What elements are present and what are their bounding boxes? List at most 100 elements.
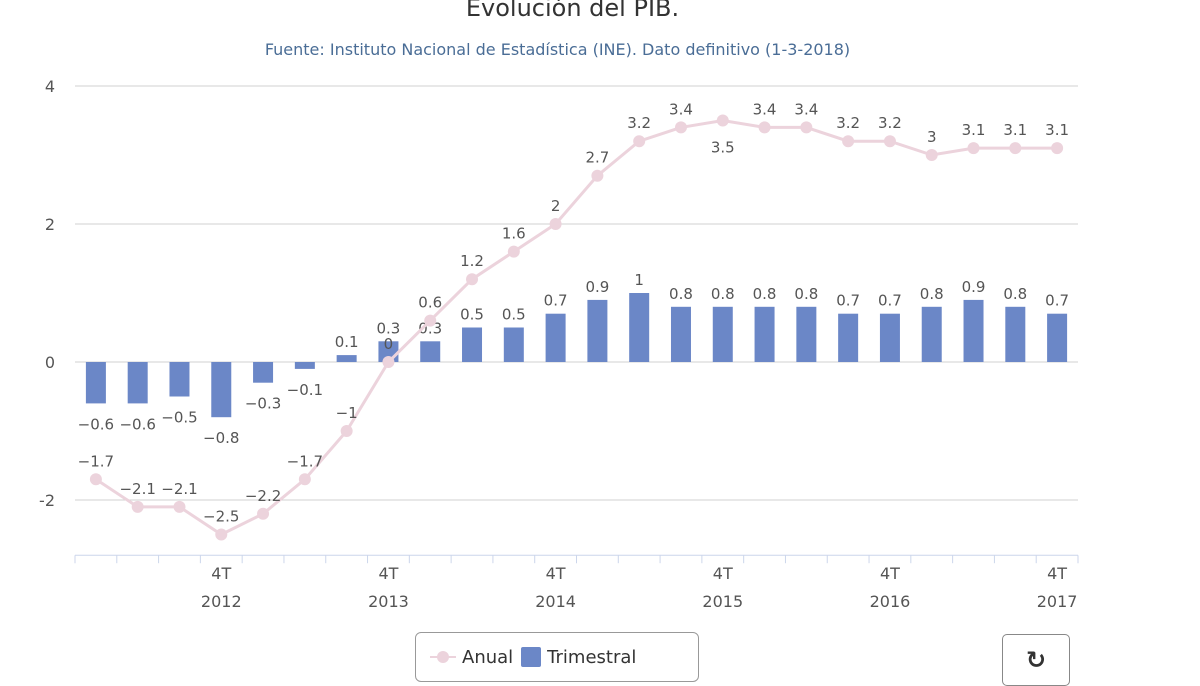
line-data-label: −1.7 [78, 452, 114, 470]
bar-data-label: 0.9 [962, 278, 986, 296]
line-data-label: −2.1 [161, 480, 197, 498]
bar-data-label: 0.7 [878, 292, 902, 310]
y-tick-label: 4 [45, 77, 55, 96]
bar-trimestral [921, 306, 942, 362]
bar-data-label: 0.3 [377, 319, 401, 337]
line-data-label: 3.4 [794, 100, 818, 118]
refresh-button[interactable]: ↻ [1002, 634, 1070, 686]
bar-trimestral [879, 313, 900, 362]
line-data-label: 3.2 [836, 114, 860, 132]
bar-trimestral [503, 327, 524, 362]
point-anual [215, 528, 228, 541]
bar-trimestral [796, 306, 817, 362]
point-anual [340, 425, 353, 437]
bar-trimestral [211, 362, 232, 418]
line-data-label: 3.2 [878, 114, 902, 132]
bar-data-label: −0.8 [203, 429, 239, 447]
bar-data-label: 0.7 [836, 292, 860, 310]
line-data-label: 0 [384, 335, 394, 353]
bar-data-label: −0.6 [78, 415, 114, 433]
x-tick-label: 4T [880, 564, 900, 583]
line-data-label: 3.1 [1003, 121, 1027, 139]
line-data-label: 3.1 [962, 121, 986, 139]
x-tick-label: 4T [1047, 564, 1067, 583]
bar-trimestral [587, 299, 608, 362]
bar-trimestral [85, 362, 106, 404]
bar-data-label: 0.5 [502, 306, 526, 324]
point-anual [591, 169, 604, 182]
bar-data-label: 0.8 [920, 285, 944, 303]
y-tick-label: 2 [45, 215, 55, 234]
x-tick-label: 2015 [702, 592, 743, 611]
bar-trimestral [754, 306, 775, 362]
line-data-label: 3.1 [1045, 121, 1069, 139]
x-tick-label: 4T [713, 564, 733, 583]
bar-trimestral [462, 327, 483, 362]
line-marker-icon [430, 651, 456, 663]
legend-label: Trimestral [547, 646, 637, 668]
line-data-label: −2.1 [119, 480, 155, 498]
x-tick-label: 2012 [201, 592, 242, 611]
bar-data-label: 0.7 [1045, 292, 1069, 310]
chart-title: Evolución del PIB. [465, 0, 680, 22]
point-anual [257, 507, 270, 520]
y-tick-label: 0 [45, 353, 55, 372]
bar-trimestral [127, 362, 148, 404]
legend: Anual Trimestral [415, 632, 699, 682]
bar-trimestral [670, 306, 691, 362]
point-anual [424, 314, 437, 327]
point-anual [758, 121, 771, 134]
point-anual [1051, 142, 1064, 155]
bar-data-label: 0.8 [711, 285, 735, 303]
point-anual [633, 135, 646, 148]
point-anual [382, 356, 395, 368]
line-data-label: 3.4 [753, 100, 777, 118]
point-anual [89, 473, 102, 486]
bar-trimestral [629, 293, 650, 362]
legend-item-anual[interactable]: Anual [430, 647, 513, 668]
point-anual [842, 135, 855, 148]
point-anual [298, 473, 311, 486]
bar-data-label: −0.3 [245, 395, 281, 413]
bar-data-label: 0.7 [544, 292, 568, 310]
legend-item-trimestral[interactable]: Trimestral [521, 647, 636, 668]
bar-data-label: 0.8 [669, 285, 693, 303]
bar-trimestral [1047, 313, 1068, 362]
x-tick-label: 4T [378, 564, 398, 583]
bar-trimestral [336, 355, 357, 362]
line-anual [95, 118, 1058, 537]
point-anual [173, 500, 186, 513]
bar-data-label: 1 [634, 271, 644, 289]
line-data-label: 3.5 [711, 139, 735, 157]
line-data-label: 2.7 [585, 149, 609, 167]
bar-trimestral [1005, 306, 1026, 362]
bar-data-label: 0.9 [585, 278, 609, 296]
chart-subtitle: Fuente: Instituto Nacional de Estadístic… [264, 40, 851, 59]
bar-trimestral [545, 313, 566, 362]
bar-data-label: 0.3 [418, 319, 442, 337]
bar-trimestral [963, 299, 984, 362]
line-data-label: 0.6 [418, 294, 442, 312]
refresh-icon: ↻ [1025, 646, 1047, 674]
point-anual [131, 500, 144, 513]
x-tick-label: 4T [211, 564, 231, 583]
bar-trimestral [420, 341, 441, 362]
bar-trimestral [253, 362, 274, 383]
point-anual [883, 135, 896, 148]
x-tick-label: 4T [546, 564, 566, 583]
point-anual [800, 121, 813, 134]
bar-swatch-icon [521, 647, 542, 667]
bar-trimestral [712, 306, 733, 362]
point-anual [674, 121, 687, 134]
line-data-label: 3.4 [669, 100, 693, 118]
bar-data-label: −0.5 [161, 409, 197, 427]
line-data-label: −1 [336, 404, 358, 422]
bar-data-label: 0.5 [460, 306, 484, 324]
y-tick-label: -2 [39, 491, 55, 510]
x-tick-label: 2014 [535, 592, 576, 611]
line-data-label: −2.5 [203, 508, 239, 526]
point-anual [466, 273, 479, 286]
line-data-label: 3 [927, 128, 937, 146]
point-anual [1009, 142, 1022, 155]
line-data-label: −1.7 [287, 452, 323, 470]
